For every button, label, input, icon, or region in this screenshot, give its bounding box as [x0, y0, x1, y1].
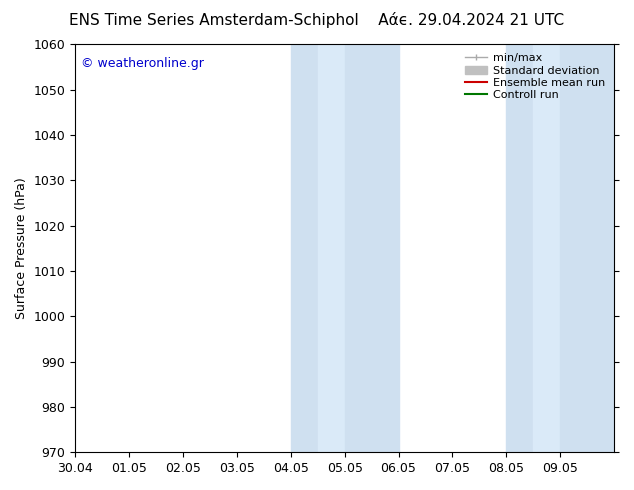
Bar	[560, 45, 614, 452]
Y-axis label: Surface Pressure (hPa): Surface Pressure (hPa)	[15, 177, 28, 319]
Bar	[507, 45, 533, 452]
Bar	[318, 45, 345, 452]
Bar	[291, 45, 318, 452]
Text: © weatheronline.gr: © weatheronline.gr	[81, 57, 204, 70]
Bar	[345, 45, 399, 452]
Bar	[533, 45, 560, 452]
Text: ENS Time Series Amsterdam-Schiphol    Αάϵ. 29.04.2024 21 UTC: ENS Time Series Amsterdam-Schiphol Αάϵ. …	[70, 12, 564, 28]
Legend: min/max, Standard deviation, Ensemble mean run, Controll run: min/max, Standard deviation, Ensemble me…	[462, 50, 609, 103]
